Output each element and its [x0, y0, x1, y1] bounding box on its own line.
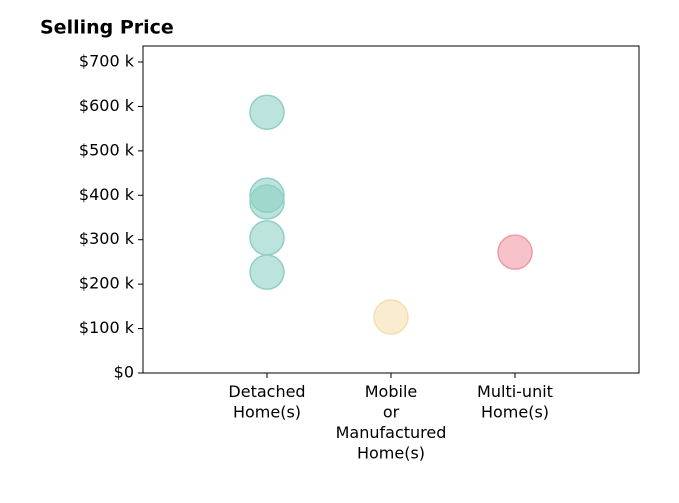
x-tick-label: Mobile or Manufactured Home(s) — [336, 382, 447, 463]
x-tick-label: Detached Home(s) — [228, 382, 305, 422]
point — [249, 220, 285, 256]
y-tick-label: $300 k — [79, 229, 135, 248]
y-tick-label: $500 k — [79, 140, 135, 159]
chart-title: Selling Price — [40, 17, 174, 39]
point — [497, 234, 533, 270]
point — [373, 299, 409, 335]
x-tick-label-line: Mobile — [365, 382, 417, 401]
x-tick-label-line: Home(s) — [233, 402, 301, 421]
y-tick-label: $100 k — [79, 318, 135, 337]
x-tick-label: Multi-unit Home(s) — [477, 382, 553, 422]
point — [249, 94, 285, 130]
y-tick-label: $0 — [114, 363, 134, 382]
y-tick-label: $400 k — [79, 185, 135, 204]
x-tick-label-line: Detached — [228, 382, 305, 401]
x-tick-label-line: Multi-unit — [477, 382, 553, 401]
y-tick-label: $700 k — [79, 51, 135, 70]
y-tick-label: $200 k — [79, 274, 135, 293]
y-tick-label: $600 k — [79, 96, 135, 115]
x-tick-label-line: Manufactured — [336, 423, 447, 442]
x-tick-label-line: Home(s) — [357, 443, 425, 462]
x-tick-label-line: Home(s) — [481, 402, 549, 421]
point — [249, 184, 285, 220]
x-tick-label-line: or — [383, 402, 400, 421]
point — [249, 254, 285, 290]
